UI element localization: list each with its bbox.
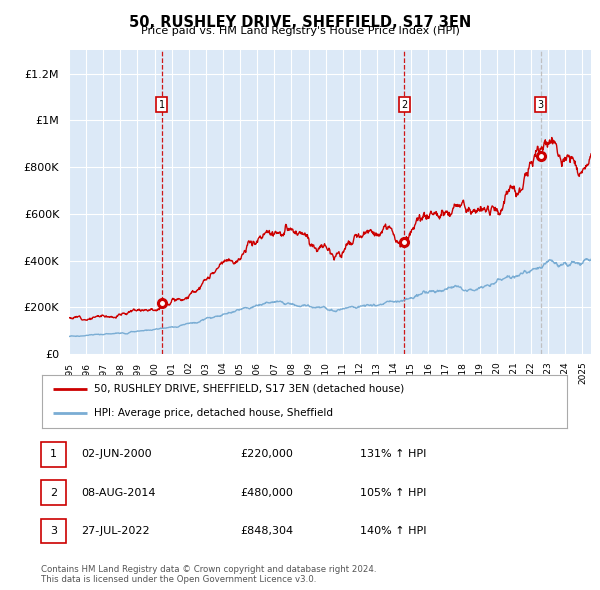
- Text: 08-AUG-2014: 08-AUG-2014: [81, 488, 155, 497]
- Text: 3: 3: [538, 100, 544, 110]
- Text: 105% ↑ HPI: 105% ↑ HPI: [360, 488, 427, 497]
- Text: 50, RUSHLEY DRIVE, SHEFFIELD, S17 3EN (detached house): 50, RUSHLEY DRIVE, SHEFFIELD, S17 3EN (d…: [95, 384, 405, 394]
- Text: Contains HM Land Registry data © Crown copyright and database right 2024.
This d: Contains HM Land Registry data © Crown c…: [41, 565, 376, 584]
- Text: £480,000: £480,000: [240, 488, 293, 497]
- Text: Price paid vs. HM Land Registry's House Price Index (HPI): Price paid vs. HM Land Registry's House …: [140, 26, 460, 36]
- Text: 2: 2: [50, 488, 57, 497]
- Text: 131% ↑ HPI: 131% ↑ HPI: [360, 450, 427, 459]
- Text: £848,304: £848,304: [240, 526, 293, 536]
- Text: 2: 2: [401, 100, 407, 110]
- Text: 3: 3: [50, 526, 57, 536]
- Text: 1: 1: [158, 100, 165, 110]
- Text: 50, RUSHLEY DRIVE, SHEFFIELD, S17 3EN: 50, RUSHLEY DRIVE, SHEFFIELD, S17 3EN: [129, 15, 471, 30]
- Text: £220,000: £220,000: [240, 450, 293, 459]
- Text: 27-JUL-2022: 27-JUL-2022: [81, 526, 149, 536]
- Text: 02-JUN-2000: 02-JUN-2000: [81, 450, 152, 459]
- Text: 1: 1: [50, 450, 57, 459]
- Text: 140% ↑ HPI: 140% ↑ HPI: [360, 526, 427, 536]
- Text: HPI: Average price, detached house, Sheffield: HPI: Average price, detached house, Shef…: [95, 408, 334, 418]
